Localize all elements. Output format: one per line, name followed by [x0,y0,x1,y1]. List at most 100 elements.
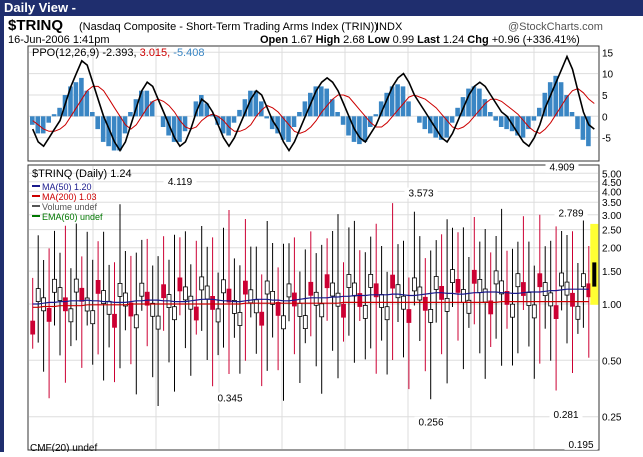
candle-body [226,288,232,303]
candle-body [559,272,564,287]
price-annotation: 3.573 [408,189,433,200]
ppo-histogram-bar [564,95,569,117]
candle-body [553,305,559,320]
ppo-histogram-bar [586,116,591,147]
candle-body [112,313,117,328]
ppo-label: PPO(12,26,9) [32,47,102,59]
low-label: Low [365,34,390,46]
ppo-histogram-bar [335,112,340,117]
ppo-histogram-bar [40,116,46,134]
price-tick-label: 0.25 [602,413,622,424]
quote-line: Open 1.67 High 2.68 Low 0.99 Last 1.24 C… [260,34,580,46]
candle-body [330,282,336,297]
price-series-label: $TRINQ (Daily) 1.24 [32,168,132,180]
ppo-histogram-bar [90,112,95,117]
ppo-signal-line [32,85,595,134]
candle-body [570,292,575,307]
candle-body [73,278,79,293]
candle-body [324,274,330,289]
ppo-histogram-bar [569,112,575,117]
ppo-histogram-bar [455,107,460,117]
last-candle-body [592,262,597,287]
svg-text:Open 1.67 High 2.68 Low 0.99 L: Open 1.67 High 2.68 Low 0.99 Last 1.24 C… [260,34,580,46]
candle-body [35,288,41,303]
ppo-histogram-bar [275,116,280,134]
candle-body [357,293,363,307]
candle-body [188,295,194,310]
price-tick-label: 4.00 [602,187,622,198]
ppo-histogram-bar [46,116,51,123]
ppo-histogram-bar [291,116,297,127]
ppo-tick-label: 0 [602,112,608,123]
ppo-histogram-bar [302,101,308,117]
ppo-histogram-bar [389,86,395,117]
legend-entry: MA(200) 1.03 [42,192,97,202]
ppo-histogram-bar [51,114,57,117]
ppo-histogram-bar [264,116,269,119]
ppo-histogram-bar [144,90,150,117]
ppo-histogram-bar [297,112,302,117]
ppo-histogram-bar [346,116,351,136]
quote-date: 16-Jun-2006 1:41pm [8,34,110,46]
cmf-label: CMF(20) undef [30,443,97,452]
candle-body [488,300,494,315]
candle-body [259,311,265,326]
candle-body [581,273,586,288]
candle-body [455,278,461,293]
ppo-tick-label: 5 [602,91,608,102]
ppo-histogram-bar [248,90,253,117]
ppo-histogram-bar [357,116,362,145]
price-tick-label: 1.00 [602,300,622,311]
symbol-description: (Nasdaq Composite - Short-Term Trading A… [79,21,378,33]
legend-entry: EMA(60) undef [42,212,103,222]
ppo-histogram-bar [95,116,100,130]
open-value: 1.67 [288,34,312,46]
ma50-line [32,288,589,305]
candle-body [193,306,199,321]
ppo-histogram-bar [471,86,477,117]
ppo-histogram-bar [57,107,62,117]
candle-body [237,312,243,326]
candle-body [379,294,385,308]
candle-body [531,304,537,319]
candle-body [308,281,314,296]
chg-label: Chg [464,34,488,46]
ppo-histogram-bar [547,82,553,117]
candle-body [128,302,134,317]
candle-body [444,297,450,312]
candle-body [313,291,319,306]
candle-body [57,287,63,302]
candle-body [210,295,216,310]
ppo-histogram-bar [504,116,509,130]
stockcharts-logo[interactable]: @StockCharts.com [508,21,603,33]
ma200-line [32,301,589,308]
ppo-histogram-bar [329,99,335,117]
candle-body [395,284,401,299]
price-annotation: 0.256 [418,418,443,429]
ppo-histogram-bar [30,116,35,125]
high-label: High [313,34,341,46]
candle-body [90,310,96,325]
candle-body [221,279,226,294]
candle-body [368,273,374,288]
price-panel [27,164,600,451]
ppo-histogram-bar [139,90,144,117]
ppo-histogram-bar [580,116,586,140]
ppo-histogram-bar [204,103,210,117]
ppo-histogram-bar [449,116,455,123]
candle-body [428,308,434,323]
ppo-tick-label: 15 [602,48,614,59]
candle-body [123,292,128,307]
ppo-histogram-bar [79,77,84,117]
ppo-value: -2.393, [102,47,139,59]
ppo-histogram-bar [324,88,329,117]
ppo-histogram-bar [286,116,291,142]
daily-view-title[interactable]: Daily View - [0,0,643,16]
price-tick-label: 1.50 [602,267,622,278]
ppo-histogram-bar [466,88,471,117]
high-value: 2.68 [340,34,364,46]
ppo-histogram-bar [182,116,188,132]
ppo-histogram-bar [280,116,286,140]
chg-value: +0.96 (+336.41%) [489,34,580,46]
